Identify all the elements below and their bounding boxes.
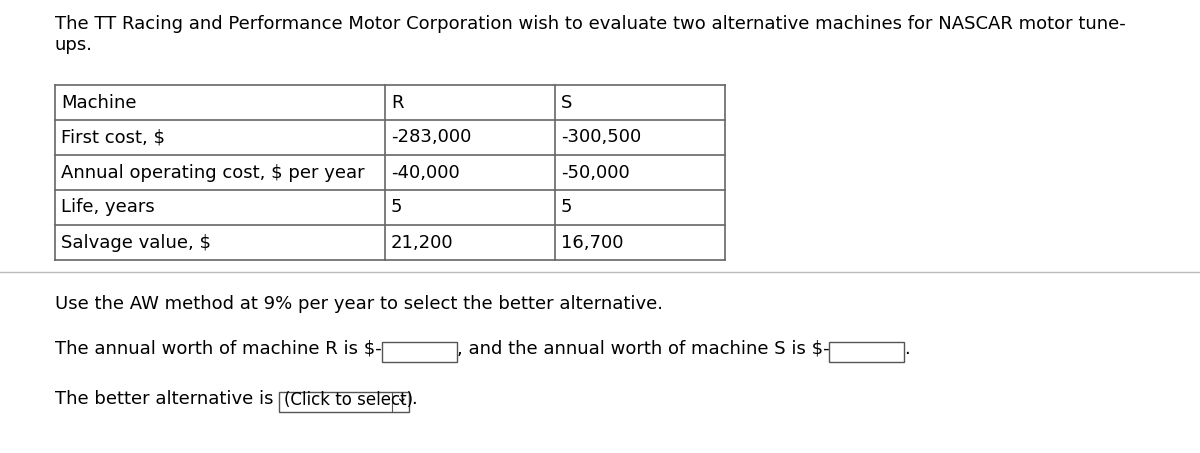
Text: Annual operating cost, $ per year: Annual operating cost, $ per year	[61, 164, 365, 182]
Text: R: R	[391, 93, 403, 111]
Text: ups.: ups.	[55, 36, 94, 54]
Text: , and the annual worth of machine S is $-: , and the annual worth of machine S is $…	[457, 340, 829, 358]
Text: -40,000: -40,000	[391, 164, 460, 182]
Text: First cost, $: First cost, $	[61, 129, 166, 146]
Text: (Click to select): (Click to select)	[284, 391, 413, 409]
Bar	[280, 392, 409, 412]
Text: The better alternative is: The better alternative is	[55, 390, 280, 408]
Text: Use the AW method at 9% per year to select the better alternative.: Use the AW method at 9% per year to sele…	[55, 295, 662, 313]
Text: 5: 5	[391, 198, 402, 217]
Text: -50,000: -50,000	[562, 164, 630, 182]
Text: -283,000: -283,000	[391, 129, 472, 146]
Text: The annual worth of machine R is $-: The annual worth of machine R is $-	[55, 340, 382, 358]
Bar	[382, 342, 457, 362]
Text: ⌄: ⌄	[395, 391, 407, 405]
Text: 5: 5	[562, 198, 572, 217]
Bar	[829, 342, 905, 362]
Text: Salvage value, $: Salvage value, $	[61, 233, 211, 251]
Text: S: S	[562, 93, 572, 111]
Text: .: .	[905, 340, 910, 358]
Text: Machine: Machine	[61, 93, 137, 111]
Text: The TT Racing and Performance Motor Corporation wish to evaluate two alternative: The TT Racing and Performance Motor Corp…	[55, 15, 1126, 33]
Text: -300,500: -300,500	[562, 129, 641, 146]
Text: 21,200: 21,200	[391, 233, 454, 251]
Text: Life, years: Life, years	[61, 198, 155, 217]
Text: 16,700: 16,700	[562, 233, 624, 251]
Text: .: .	[412, 390, 418, 408]
